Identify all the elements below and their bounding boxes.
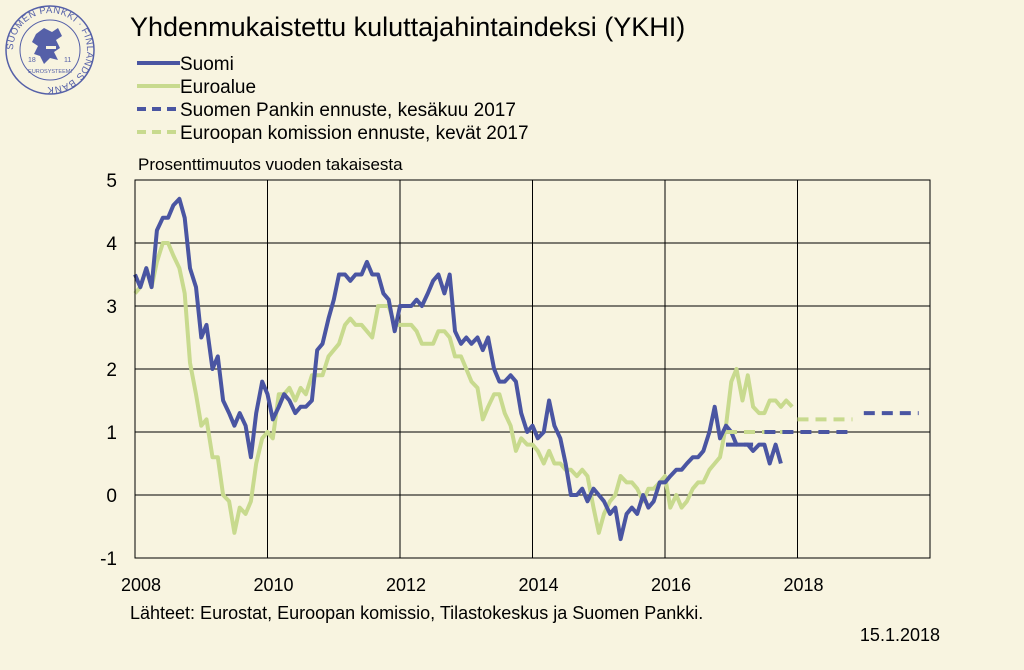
x-tick-label: 2012 [386,575,426,595]
legend-label-2: Suomen Pankin ennuste, kesäkuu 2017 [180,100,516,121]
source-note: Lähteet: Eurostat, Euroopan komissio, Ti… [130,603,703,623]
y-tick-labels: -1 0 1 2 3 4 5 [100,171,117,570]
plot-frame [134,179,931,559]
y-tick-label: 3 [106,297,117,318]
y-axis-label: Prosenttimuutos vuoden takaisesta [138,155,403,174]
logo-year-left: 18 [28,57,36,64]
legend-label-1: Euroalue [180,77,256,98]
y-tick-label: 5 [106,171,117,192]
x-tick-labels: 2008 2010 2012 2014 2016 2018 [121,575,824,595]
x-tick-label: 2010 [253,575,293,595]
series-line-0 [133,196,783,542]
y-tick-label: -1 [100,549,117,570]
series-lines [133,196,919,542]
x-tick-label: 2008 [121,575,161,595]
series-line-3 [726,417,853,434]
y-tick-label: 0 [106,486,117,507]
x-tick-label: 2016 [651,575,691,595]
y-tick-label: 1 [106,423,117,444]
x-tick-label: 2018 [783,575,823,595]
chart-title: Yhdenmukaistettu kuluttajahintaindeksi (… [130,12,685,42]
series-line-2 [726,411,919,447]
lion-icon [32,28,62,64]
logo-inner-text: EUROSYSTEEMI [28,69,72,75]
series-line-1 [133,241,794,535]
x-tick-label: 2014 [518,575,558,595]
y-tick-label: 2 [106,360,117,381]
date-label: 15.1.2018 [860,625,940,645]
logo-year-right: 11 [64,57,71,64]
legend-label-3: Euroopan komission ennuste, kevät 2017 [180,123,529,144]
bank-logo: SUOMEN PANKKI · FINLANDS BANK 18 11 EURO… [5,5,95,95]
grid [134,179,930,559]
y-tick-label: 4 [106,234,117,255]
legend-label-0: Suomi [180,54,234,75]
